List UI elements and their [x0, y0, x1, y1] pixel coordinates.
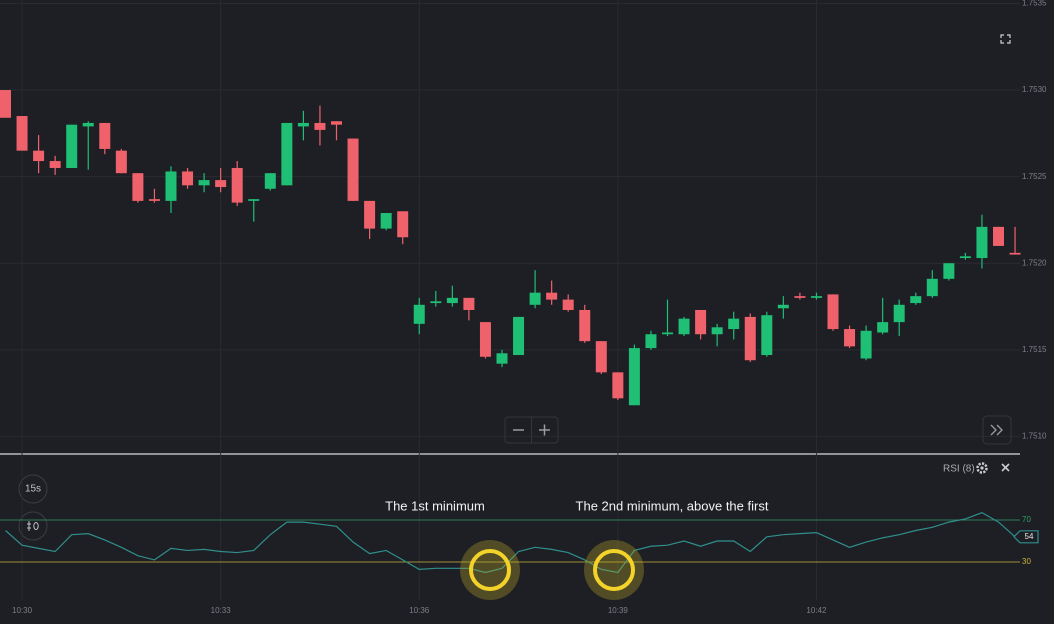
candle-body — [744, 316, 756, 361]
drawing-icon — [27, 521, 39, 531]
candle-body — [182, 171, 194, 186]
candle-body — [777, 304, 789, 309]
candle-body — [264, 173, 276, 189]
candle-body — [993, 226, 1004, 246]
candle-body — [562, 299, 574, 310]
candle-body — [595, 341, 607, 373]
candle-body — [612, 372, 624, 399]
indicator-title: RSI (8) — [943, 464, 975, 475]
candle-body — [794, 296, 806, 298]
candle-body — [82, 122, 94, 127]
candle-body — [16, 116, 28, 151]
candle-body — [314, 122, 326, 130]
value-tag — [1013, 530, 1039, 544]
candle-body — [380, 213, 392, 229]
x-tick-label: 10:39 — [608, 606, 629, 615]
candle-body — [0, 90, 11, 118]
y-tick-label: 1.7525 — [1022, 172, 1047, 181]
y-tick-label: 1.7520 — [1022, 258, 1047, 267]
candle-body — [678, 318, 690, 335]
candle-body — [513, 316, 525, 356]
candle-body — [695, 309, 707, 335]
candle-body — [761, 315, 773, 356]
candle-body — [479, 322, 491, 357]
candle-body — [662, 332, 673, 335]
candle-body — [926, 278, 938, 297]
y-tick-label: 30 — [1022, 557, 1031, 566]
candle-body — [331, 121, 342, 125]
candle-body — [430, 301, 442, 304]
candle-body — [132, 173, 144, 201]
candle-body — [165, 171, 177, 201]
candle-body — [844, 329, 856, 347]
candle-body — [711, 327, 723, 335]
interval-label: 15s — [25, 484, 41, 495]
candle-body — [645, 334, 657, 349]
indicator-close[interactable] — [1001, 463, 1010, 472]
drawing-button[interactable] — [18, 511, 48, 541]
candle-body — [910, 296, 922, 304]
candle-body — [297, 122, 309, 127]
candle-body — [397, 211, 409, 238]
scroll-latest-button[interactable] — [982, 415, 1012, 445]
y-tick-label: 1.7530 — [1022, 85, 1047, 94]
candle-body — [893, 304, 905, 323]
candle-body — [959, 256, 971, 259]
x-tick-label: 10:30 — [12, 606, 33, 615]
candle-body — [976, 226, 988, 259]
candle-body — [446, 297, 458, 304]
indicator-settings[interactable] — [976, 462, 988, 474]
annotation: The 2nd minimum, above the first — [576, 498, 769, 513]
y-tick-label: 70 — [1022, 515, 1031, 524]
x-tick-label: 10:36 — [409, 606, 430, 615]
candle-body — [364, 200, 376, 229]
candle-body — [231, 167, 243, 203]
y-tick-label: 1.7515 — [1022, 345, 1047, 354]
annotation: The 1st minimum — [385, 498, 485, 513]
candle-body — [248, 199, 260, 201]
candle-body — [810, 296, 822, 298]
candle-body — [728, 318, 740, 330]
candle-body — [943, 263, 955, 279]
value-tag-label: 54 — [1025, 532, 1034, 541]
minimum-highlight — [460, 540, 520, 600]
candle-body — [860, 330, 872, 359]
candle-body — [49, 161, 61, 168]
candle-body — [463, 297, 475, 310]
candle-body — [33, 150, 45, 162]
candle-body — [496, 353, 508, 364]
candle-body — [281, 122, 293, 186]
zoom-controls — [504, 416, 559, 444]
candle-body — [115, 150, 127, 174]
rsi-line — [5, 511, 1016, 574]
candle-body — [215, 180, 227, 188]
candle-body — [99, 122, 111, 149]
x-tick-label: 10:33 — [211, 606, 232, 615]
candle-body — [628, 348, 640, 406]
candle-body — [827, 294, 839, 330]
fullscreen-button[interactable] — [1000, 34, 1011, 44]
candle-body — [529, 292, 541, 305]
candle-body — [546, 292, 558, 300]
zoom-in[interactable] — [539, 424, 550, 436]
candle-body — [66, 124, 78, 168]
candle-body — [877, 322, 889, 333]
y-tick-label: 1.7510 — [1022, 432, 1047, 441]
y-tick-label: 1.7535 — [1022, 0, 1047, 8]
interval-button[interactable] — [18, 474, 48, 504]
candle-body — [198, 180, 210, 186]
candle-body — [1009, 252, 1021, 255]
x-tick-label: 10:42 — [806, 606, 827, 615]
candle-body — [413, 304, 425, 324]
candle-body — [347, 138, 359, 201]
minimum-highlight — [584, 540, 644, 600]
candle-body — [148, 199, 160, 201]
candle-body — [579, 309, 591, 342]
